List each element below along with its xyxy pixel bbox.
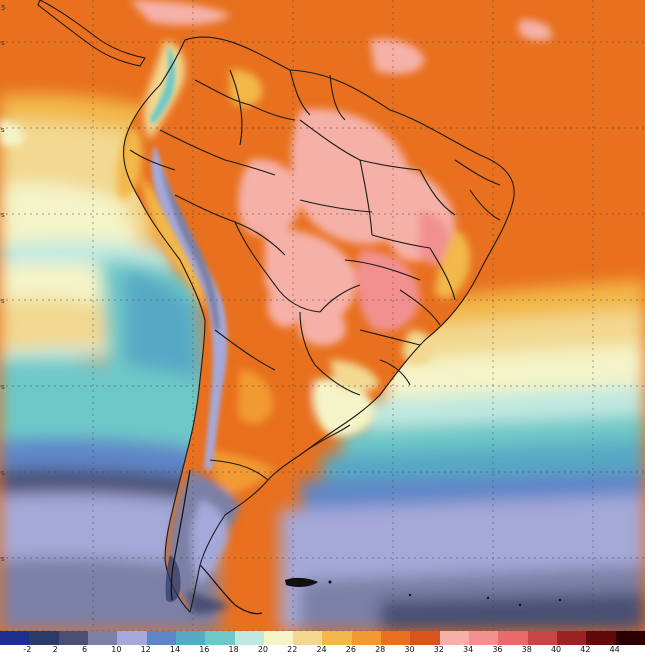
legend-label: 30 — [404, 645, 415, 654]
legend-swatch-7: 16 — [199, 631, 235, 657]
legend-swatch-9: 20 — [258, 631, 294, 657]
patagonian-coast-detail — [170, 469, 263, 615]
legend-label: 38 — [521, 645, 532, 654]
legend-label: 14 — [169, 645, 181, 654]
legend-color — [87, 631, 118, 645]
legend-color — [351, 631, 382, 645]
legend-swatch-5: 12 — [141, 631, 176, 657]
svg-text:s: s — [1, 297, 5, 305]
legend-label: 44 — [609, 645, 620, 654]
legend-swatch-8: 18 — [229, 631, 264, 657]
legend-swatch-14: 30 — [404, 631, 440, 657]
legend-color — [263, 631, 294, 645]
legend-color — [0, 631, 30, 645]
country-borders — [122, 36, 515, 614]
legend-label: 34 — [463, 645, 474, 654]
legend-label: 12 — [140, 645, 151, 654]
legend-color — [469, 631, 499, 645]
svg-text:s: s — [1, 555, 5, 563]
ocean-warm-patches — [0, 0, 553, 147]
legend-label: 18 — [228, 645, 239, 654]
andes-cold-strip — [150, 45, 228, 470]
legend-label: 2 — [52, 645, 58, 654]
legend-label: 36 — [492, 645, 503, 654]
legend-label: 6 — [81, 645, 88, 654]
legend-color — [146, 631, 176, 645]
legend-label: 22 — [287, 645, 298, 654]
legend-label: 32 — [433, 645, 444, 654]
legend-color — [322, 631, 352, 645]
southern-islands — [165, 555, 562, 607]
svg-text:s: s — [1, 211, 5, 219]
legend-swatch-3: 6 — [82, 631, 118, 657]
legend-swatch-0 — [0, 631, 30, 657]
legend-color — [205, 631, 235, 645]
legend-label: 16 — [199, 645, 210, 654]
legend-swatch-19: 40 — [551, 631, 587, 657]
legend-label: 28 — [375, 645, 386, 654]
legend-color — [117, 631, 147, 645]
legend-color — [410, 631, 440, 645]
legend-swatch-21: 44 — [610, 631, 645, 657]
land-temperature-fields — [117, 40, 471, 614]
legend-color — [498, 631, 528, 645]
legend-color — [29, 631, 59, 645]
legend-label: 10 — [111, 645, 122, 654]
legend-swatch-15: 32 — [434, 631, 469, 657]
svg-text:s: s — [1, 39, 5, 47]
legend-label: 40 — [550, 645, 562, 654]
legend-swatch-6: 14 — [170, 631, 206, 657]
legend-label: 26 — [345, 645, 356, 654]
legend-swatch-18: 38 — [522, 631, 557, 657]
legend-color — [381, 631, 411, 645]
legend-swatch-20: 42 — [580, 631, 616, 657]
legend-color — [556, 631, 587, 645]
legend-swatch-1: -2 — [23, 631, 59, 657]
map-canvas: 5 s s s s s s s — [0, 0, 645, 631]
legend-color — [615, 631, 645, 645]
color-scale-legend: -2 2 6 10 12 14 16 18 20 22 24 26 28 30 32 34 36 38 40 42 44 — [0, 631, 645, 657]
legend-label: 20 — [257, 645, 268, 654]
central-america — [37, 0, 146, 67]
svg-text:s: s — [1, 126, 5, 134]
legend-swatch-13: 28 — [375, 631, 411, 657]
svg-text:s: s — [1, 383, 5, 391]
legend-label: -2 — [23, 645, 32, 654]
legend-swatch-12: 26 — [346, 631, 382, 657]
legend-swatch-4: 10 — [111, 631, 147, 657]
legend-swatch-11: 24 — [316, 631, 352, 657]
legend-color — [527, 631, 557, 645]
svg-text:5: 5 — [1, 4, 5, 12]
legend-label: 42 — [580, 645, 591, 654]
ocean-bands — [0, 93, 645, 631]
svg-text:s: s — [1, 469, 5, 477]
legend-swatch-16: 34 — [463, 631, 499, 657]
legend-label: 24 — [316, 645, 327, 654]
legend-color — [234, 631, 264, 645]
legend-color — [293, 631, 323, 645]
axis-tick-marks: 5 s s s s s s s — [1, 4, 5, 563]
legend-color — [439, 631, 469, 645]
legend-color — [586, 631, 616, 645]
legend-swatch-10: 22 — [287, 631, 323, 657]
legend-color — [58, 631, 88, 645]
legend-swatch-17: 36 — [492, 631, 528, 657]
legend-swatch-2: 2 — [53, 631, 88, 657]
legend-color — [175, 631, 206, 645]
